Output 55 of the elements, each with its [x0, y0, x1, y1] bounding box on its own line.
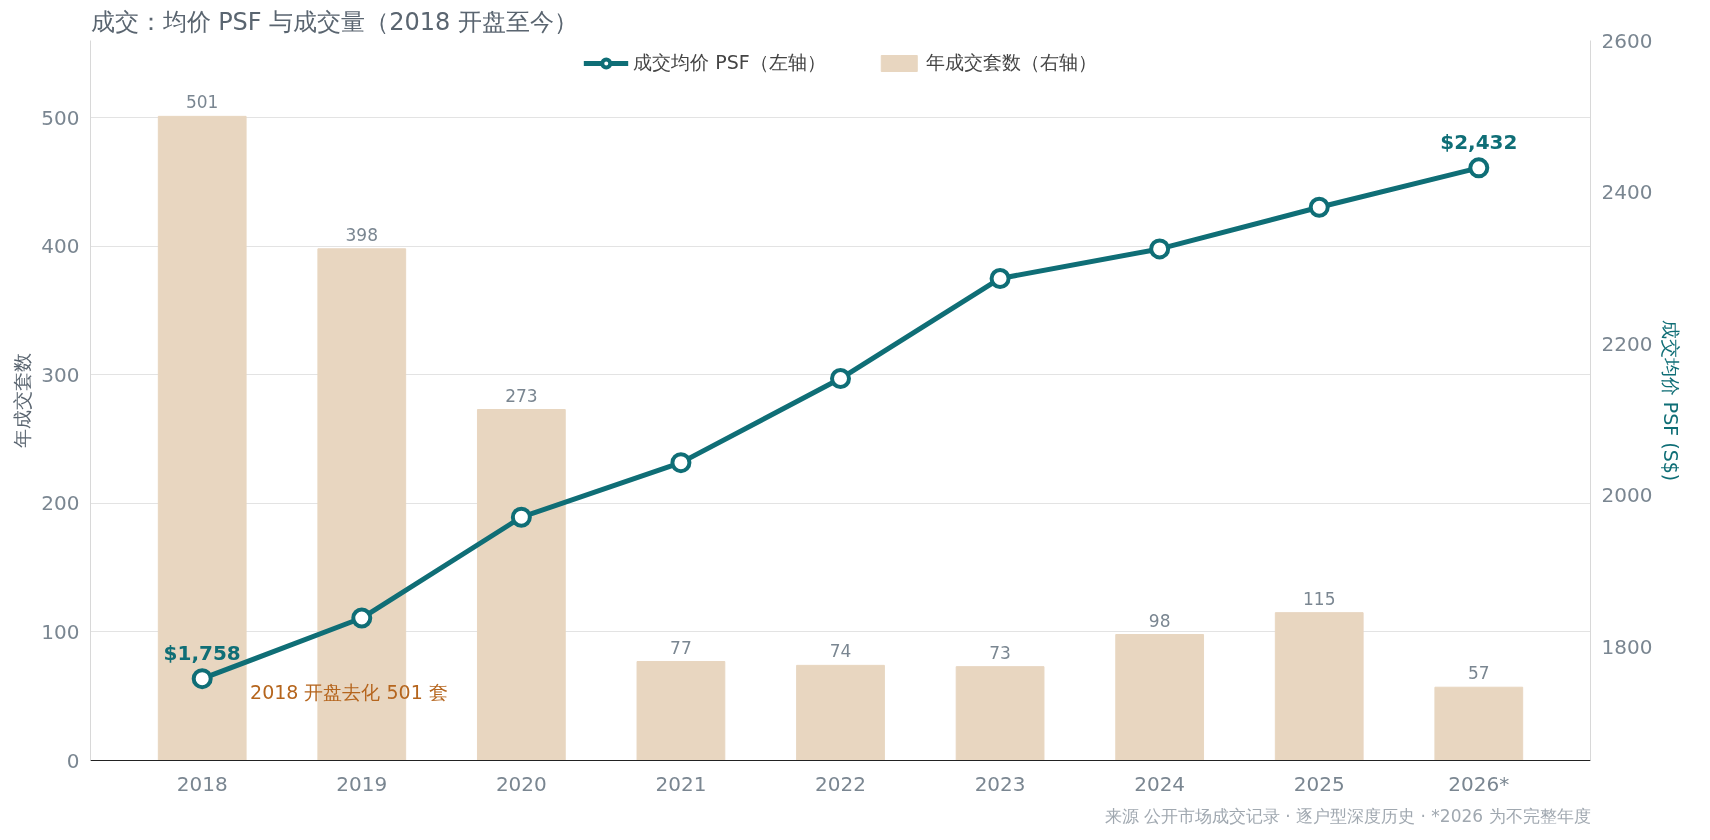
y-tick-label: 100: [41, 619, 80, 644]
x-tick-label: 2026*: [1448, 771, 1510, 796]
y2-axis-title: 成交均价 PSF (S$): [1660, 319, 1683, 482]
bar: [1115, 634, 1205, 761]
source-note: 来源 公开市场成交记录 · 逐户型深度历史 · *2026 为不完整年度: [1104, 805, 1591, 826]
x-tick-label: 2025: [1293, 771, 1345, 796]
y-tick-label: 300: [41, 362, 80, 387]
y-tick-label: 0: [66, 748, 80, 773]
point: [670, 452, 692, 474]
data-label: $1,758: [163, 640, 241, 665]
y2-tick-label: 2200: [1601, 331, 1653, 356]
y2-tick-label: 1800: [1601, 634, 1653, 659]
point: [1468, 157, 1490, 179]
legend-label: 成交均价 PSF（左轴）: [633, 50, 826, 75]
y-tick-label: 200: [41, 491, 80, 516]
point: [1308, 196, 1330, 218]
legend-label: 年成交套数（右轴）: [925, 50, 1097, 75]
y2-tick-label: 2000: [1601, 483, 1653, 508]
data-label: 273: [505, 385, 538, 406]
bar: [955, 666, 1045, 761]
bar: [796, 664, 885, 761]
x-tick-label: 2021: [655, 771, 707, 796]
annotation: 2018 开盘去化 501 套: [250, 680, 448, 703]
point: [191, 668, 213, 690]
x-tick-label: 2019: [336, 771, 388, 796]
data-label: 501: [185, 92, 219, 113]
data-label: 74: [829, 641, 852, 662]
point: [1149, 238, 1171, 260]
x-tick-label: 2022: [815, 771, 866, 796]
y2-tick-label: 2600: [1601, 28, 1653, 53]
data-label: 115: [1303, 588, 1336, 609]
bar: [476, 409, 566, 761]
bar: [1274, 612, 1364, 761]
data-label: 98: [1148, 610, 1171, 631]
bar: [1434, 686, 1524, 761]
x-tick-label: 2018: [176, 771, 228, 796]
point: [510, 506, 532, 528]
data-label: $2,432: [1440, 129, 1518, 154]
data-label: 398: [345, 224, 379, 245]
x-tick-label: 2020: [495, 771, 547, 796]
data-label: 57: [1467, 663, 1490, 684]
y-tick-label: 500: [41, 105, 80, 130]
point: [989, 268, 1011, 289]
y2-tick-label: 2400: [1601, 180, 1653, 205]
data-label: 77: [670, 637, 692, 658]
x-tick-label: 2024: [1134, 771, 1186, 796]
bar: [636, 661, 726, 761]
bar: [157, 115, 247, 761]
chart-title: 成交：均价 PSF 与成交量（2018 开盘至今）: [90, 7, 578, 36]
x-tick-label: 2023: [974, 771, 1026, 796]
point: [351, 607, 373, 629]
data-label: 73: [989, 642, 1011, 663]
y-tick-label: 400: [41, 234, 80, 259]
y-axis-title: 年成交套数: [11, 353, 34, 448]
point: [830, 368, 851, 389]
